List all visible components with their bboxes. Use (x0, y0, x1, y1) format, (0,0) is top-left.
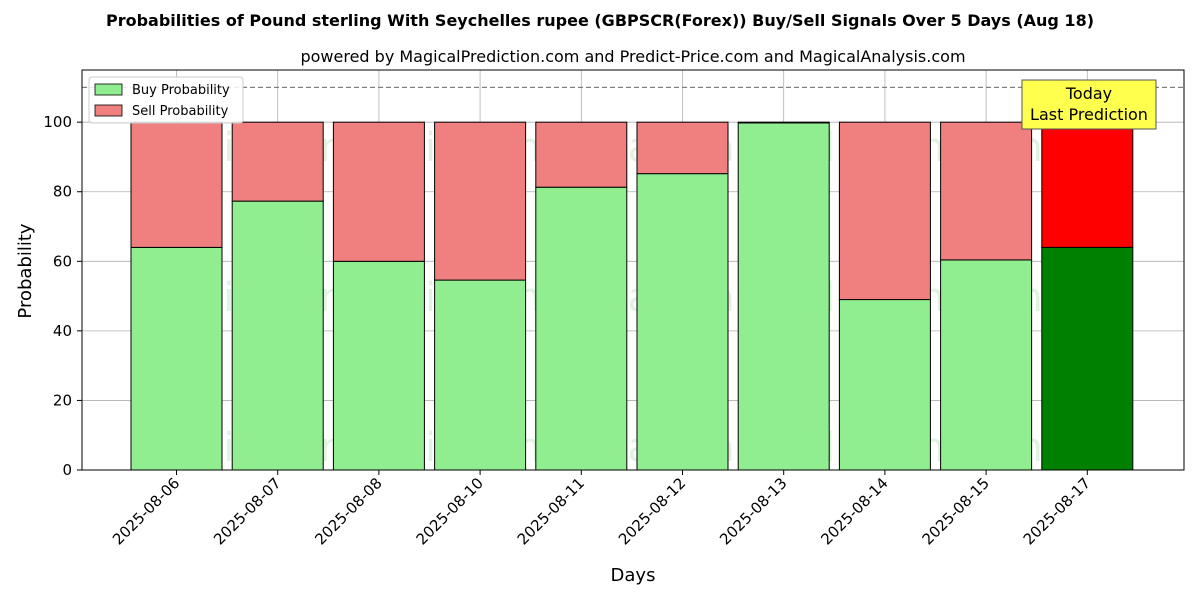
y-tick-label: 40 (53, 322, 72, 340)
y-tick-label: 60 (53, 252, 72, 270)
bar-sell (838, 121, 931, 301)
bar-sell (332, 121, 425, 262)
chart-title: Probabilities of Pound sterling With Sey… (106, 11, 1094, 30)
bar-sell (636, 121, 729, 175)
annotation-text: Last Prediction (1030, 105, 1148, 124)
legend: Buy Probability Sell Probability (88, 76, 244, 124)
y-tick-label: 20 (53, 391, 72, 409)
legend-box (88, 76, 244, 124)
bar-buy (535, 186, 628, 471)
bars (130, 121, 1134, 471)
bar-buy (838, 299, 931, 471)
annotation-text: Today (1065, 84, 1112, 103)
y-tick-label: 0 (62, 461, 72, 479)
bar-sell (737, 121, 830, 124)
plot-frame (81, 69, 1185, 471)
x-axis-label: Days (611, 565, 656, 586)
legend-entry: Sell Probability (132, 104, 229, 119)
today-annotation: Today Last Prediction (1021, 79, 1157, 130)
chart-subtitle: powered by MagicalPrediction.com and Pre… (300, 47, 965, 66)
y-tick-label: 80 (53, 183, 72, 201)
bar-buy (434, 279, 527, 471)
legend-entry: Buy Probability (132, 83, 230, 98)
annotation-box (1021, 79, 1157, 130)
bar-buy (636, 173, 729, 471)
y-axis: 0 20 40 60 80 100 (43, 113, 82, 479)
legend-swatch (94, 104, 123, 117)
bar-sell (940, 121, 1033, 261)
legend-swatch (94, 83, 123, 96)
y-tick-label: 100 (43, 113, 72, 131)
bar-buy (1041, 246, 1134, 471)
bar-sell (535, 121, 628, 188)
bar-sell (130, 121, 223, 248)
bar-sell (1041, 121, 1134, 248)
bar-sell (231, 121, 324, 202)
bar-buy (130, 246, 223, 471)
bar-buy (737, 122, 830, 471)
bar-buy (231, 200, 324, 471)
bar-sell (434, 121, 527, 281)
bar-buy (940, 259, 1033, 471)
bar-buy (332, 260, 425, 471)
y-axis-label: Probability (15, 223, 36, 318)
